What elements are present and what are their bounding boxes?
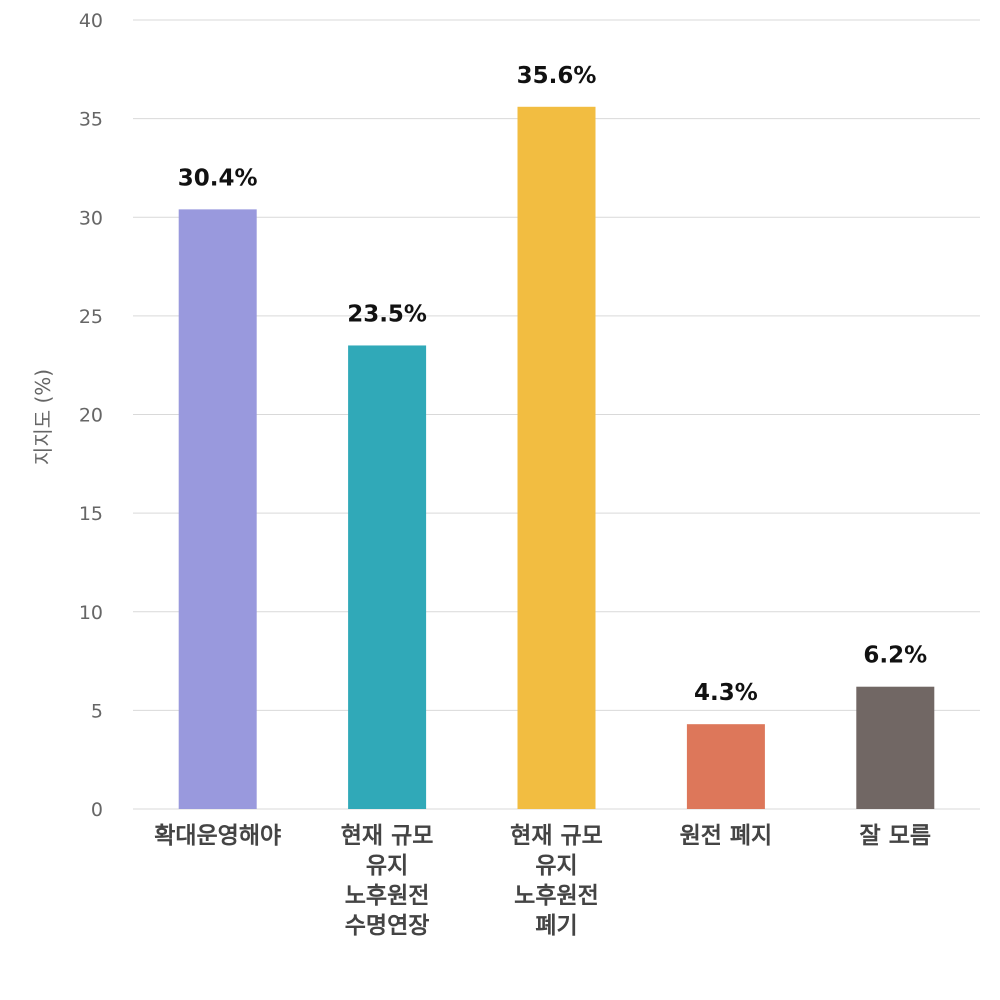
data-label: 30.4%	[178, 165, 258, 191]
y-tick-label: 5	[91, 700, 103, 722]
bar	[856, 686, 935, 809]
x-tick-label: 현재 규모	[341, 823, 434, 849]
x-tick-label: 유지	[535, 853, 577, 879]
x-tick-label: 노후원전	[345, 883, 430, 909]
x-tick-label: 원전 폐지	[680, 823, 773, 849]
x-tick-label: 노후원전	[514, 883, 599, 909]
x-tick-label: 현재 규모	[510, 823, 603, 849]
y-tick-label: 25	[79, 306, 103, 328]
y-axis-title: 지지도 (%)	[31, 369, 55, 465]
data-label: 4.3%	[694, 680, 758, 706]
y-tick-label: 20	[79, 405, 103, 427]
y-tick-label: 40	[79, 10, 103, 32]
y-tick-label: 35	[79, 109, 103, 131]
y-tick-label: 30	[79, 207, 103, 229]
bar	[348, 345, 427, 809]
y-tick-label: 0	[91, 799, 103, 821]
x-tick-label: 수명연장	[345, 913, 430, 939]
x-tick-label: 폐기	[535, 913, 577, 939]
bar	[178, 209, 257, 810]
bars	[178, 106, 935, 810]
x-tick-label: 확대운영해야	[154, 823, 281, 849]
bar	[517, 106, 596, 810]
data-label: 35.6%	[517, 63, 597, 89]
y-axis-ticks: 0 5 10 15 20 25 30 35 40	[79, 10, 103, 821]
y-tick-label: 10	[79, 602, 103, 624]
x-tick-label: 유지	[366, 853, 408, 879]
data-label: 6.2%	[863, 643, 927, 669]
data-labels: 30.4% 23.5% 35.6% 4.3% 6.2%	[178, 63, 927, 706]
y-tick-label: 15	[79, 503, 103, 525]
bar	[686, 724, 765, 809]
x-tick-label: 잘 모름	[860, 823, 932, 849]
data-label: 23.5%	[347, 301, 427, 327]
